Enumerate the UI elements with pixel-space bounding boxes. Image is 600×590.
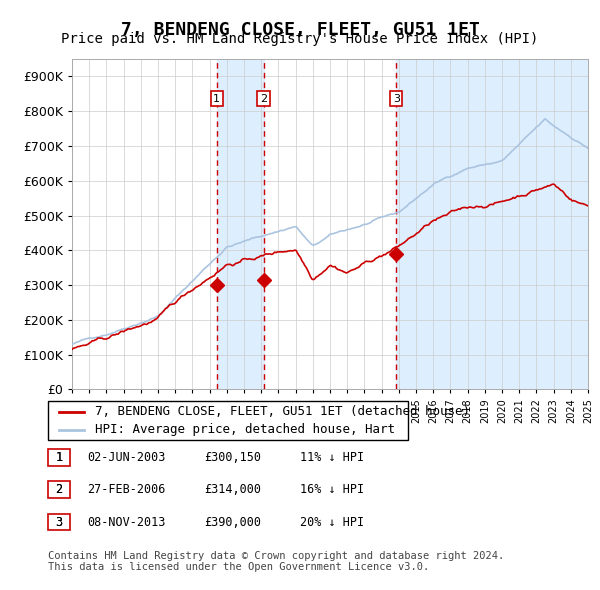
Text: 2: 2	[55, 483, 62, 496]
Text: 1: 1	[55, 451, 62, 464]
Text: 2: 2	[55, 483, 62, 496]
Text: 3: 3	[55, 516, 62, 529]
Text: £390,000: £390,000	[204, 516, 261, 529]
Text: 16% ↓ HPI: 16% ↓ HPI	[300, 483, 364, 496]
Text: 1: 1	[214, 94, 220, 104]
Text: 20% ↓ HPI: 20% ↓ HPI	[300, 516, 364, 529]
Text: 7, BENDENG CLOSE, FLEET, GU51 1ET (detached house): 7, BENDENG CLOSE, FLEET, GU51 1ET (detac…	[95, 405, 470, 418]
Text: 08-NOV-2013: 08-NOV-2013	[87, 516, 166, 529]
Text: 11% ↓ HPI: 11% ↓ HPI	[300, 451, 364, 464]
Text: £300,150: £300,150	[204, 451, 261, 464]
Text: 2: 2	[260, 94, 268, 104]
Text: 27-FEB-2006: 27-FEB-2006	[87, 483, 166, 496]
Bar	[217, 59, 264, 389]
Bar	[396, 59, 588, 389]
Text: 7, BENDENG CLOSE, FLEET, GU51 1ET: 7, BENDENG CLOSE, FLEET, GU51 1ET	[121, 21, 479, 39]
Text: 1: 1	[55, 451, 62, 464]
Text: Contains HM Land Registry data © Crown copyright and database right 2024.
This d: Contains HM Land Registry data © Crown c…	[48, 550, 504, 572]
Text: £314,000: £314,000	[204, 483, 261, 496]
Text: 3: 3	[55, 516, 62, 529]
Text: 02-JUN-2003: 02-JUN-2003	[87, 451, 166, 464]
Text: 3: 3	[393, 94, 400, 104]
Text: Price paid vs. HM Land Registry's House Price Index (HPI): Price paid vs. HM Land Registry's House …	[61, 32, 539, 47]
FancyBboxPatch shape	[48, 401, 408, 440]
Text: HPI: Average price, detached house, Hart: HPI: Average price, detached house, Hart	[95, 424, 395, 437]
